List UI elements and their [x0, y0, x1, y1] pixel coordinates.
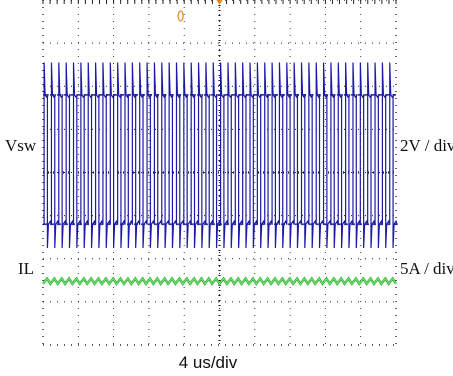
il-trace-highlight	[42, 277, 397, 285]
graticule	[42, 0, 397, 346]
trigger-marker	[177, 0, 223, 22]
il-scale-label: 5A / div	[400, 259, 453, 278]
il-channel-label: IL	[18, 259, 34, 278]
trigger-position-icon	[216, 0, 223, 5]
trigger-marker-icon	[177, 10, 184, 22]
vsw-scale-label: 2V / div	[400, 136, 453, 155]
time-scale-label: 4 us/div	[179, 353, 238, 372]
vsw-channel-label: Vsw	[5, 136, 37, 155]
traces	[42, 62, 398, 286]
